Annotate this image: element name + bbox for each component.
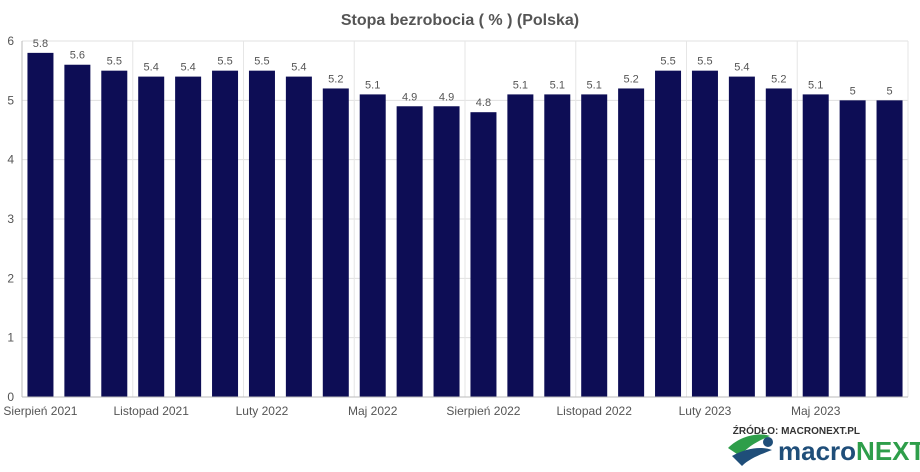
y-tick-label: 2 [7, 271, 14, 285]
y-tick-label: 3 [7, 212, 14, 226]
bar [396, 106, 423, 398]
data-label: 5.8 [33, 38, 48, 50]
data-label: 5.1 [587, 79, 602, 91]
data-label: 5.4 [734, 62, 749, 74]
branding-logo: ŹRÓDŁO: MACRONEXT.PL macroNEXT [728, 424, 920, 466]
bar [728, 76, 755, 397]
data-label: 5.1 [550, 79, 565, 91]
bar [802, 94, 829, 398]
data-label: 5.4 [144, 62, 159, 74]
x-tick-label: Maj 2022 [348, 404, 398, 418]
data-labels: 5.8 5.6 5.5 5.4 5.4 5.5 5.5 5.4 5.2 5.1 4.9 4.9 4.8 5… [33, 38, 893, 109]
bar [359, 94, 386, 398]
bar [64, 64, 91, 397]
bar [175, 76, 202, 397]
data-label: 5.1 [513, 79, 528, 91]
bar [470, 112, 497, 397]
data-label: 5.2 [771, 73, 786, 85]
x-tick-label: Sierpień 2022 [446, 404, 520, 418]
data-label: 5.5 [254, 56, 269, 68]
data-label: 5 [886, 85, 892, 97]
chart-title: Stopa bezrobocia ( % ) (Polska) [341, 12, 579, 29]
data-label: 4.9 [402, 91, 417, 103]
x-tick-label: Listopad 2021 [114, 404, 190, 418]
y-tick-label: 4 [7, 153, 14, 167]
x-tick-label: Listopad 2022 [557, 404, 633, 418]
data-label: 5.6 [70, 50, 85, 62]
bar [322, 88, 349, 397]
bar [655, 70, 682, 398]
bar [839, 100, 866, 397]
bar [27, 52, 54, 397]
bar [285, 76, 312, 397]
y-tick-label: 1 [7, 331, 14, 345]
bars [27, 52, 903, 398]
data-label: 5.4 [180, 62, 195, 74]
bar [618, 88, 645, 397]
data-label: 5 [850, 85, 856, 97]
brand-name-part1: macro [778, 436, 856, 466]
bar [101, 70, 128, 398]
data-label: 5.5 [107, 56, 122, 68]
data-label: 5.2 [328, 73, 343, 85]
brand-name: macroNEXT [778, 436, 920, 466]
bar [544, 94, 571, 398]
x-axis: Sierpień 2021 Listopad 2021 Luty 2022 Maj 2… [3, 396, 908, 418]
data-label: 5.1 [808, 79, 823, 91]
x-tick-label: Sierpień 2021 [3, 404, 77, 418]
data-label: 4.8 [476, 97, 491, 109]
x-tick-label: Maj 2023 [791, 404, 841, 418]
data-label: 5.2 [623, 73, 638, 85]
bar [876, 100, 903, 397]
data-label: 5.1 [365, 79, 380, 91]
bar [248, 70, 275, 398]
bar [212, 70, 239, 398]
bar [138, 76, 165, 397]
bar [507, 94, 534, 398]
y-tick-label: 6 [7, 34, 14, 48]
y-tick-label: 0 [7, 390, 14, 404]
data-label: 5.4 [291, 62, 306, 74]
y-tick-label: 5 [7, 93, 14, 107]
source-label: ŹRÓDŁO: MACRONEXT.PL [733, 424, 860, 437]
bar [581, 94, 608, 398]
bar [691, 70, 718, 398]
y-axis: 0 1 2 3 4 5 6 [7, 34, 23, 404]
data-label: 5.5 [217, 56, 232, 68]
gridlines [21, 40, 909, 398]
logo-icon [728, 434, 773, 466]
data-label: 4.9 [439, 91, 454, 103]
bar [433, 106, 460, 398]
brand-name-part2: NEXT [856, 436, 920, 466]
bar [765, 88, 792, 397]
data-label: 5.5 [697, 56, 712, 68]
x-tick-label: Luty 2023 [679, 404, 732, 418]
data-label: 5.5 [660, 56, 675, 68]
x-tick-label: Luty 2022 [236, 404, 289, 418]
